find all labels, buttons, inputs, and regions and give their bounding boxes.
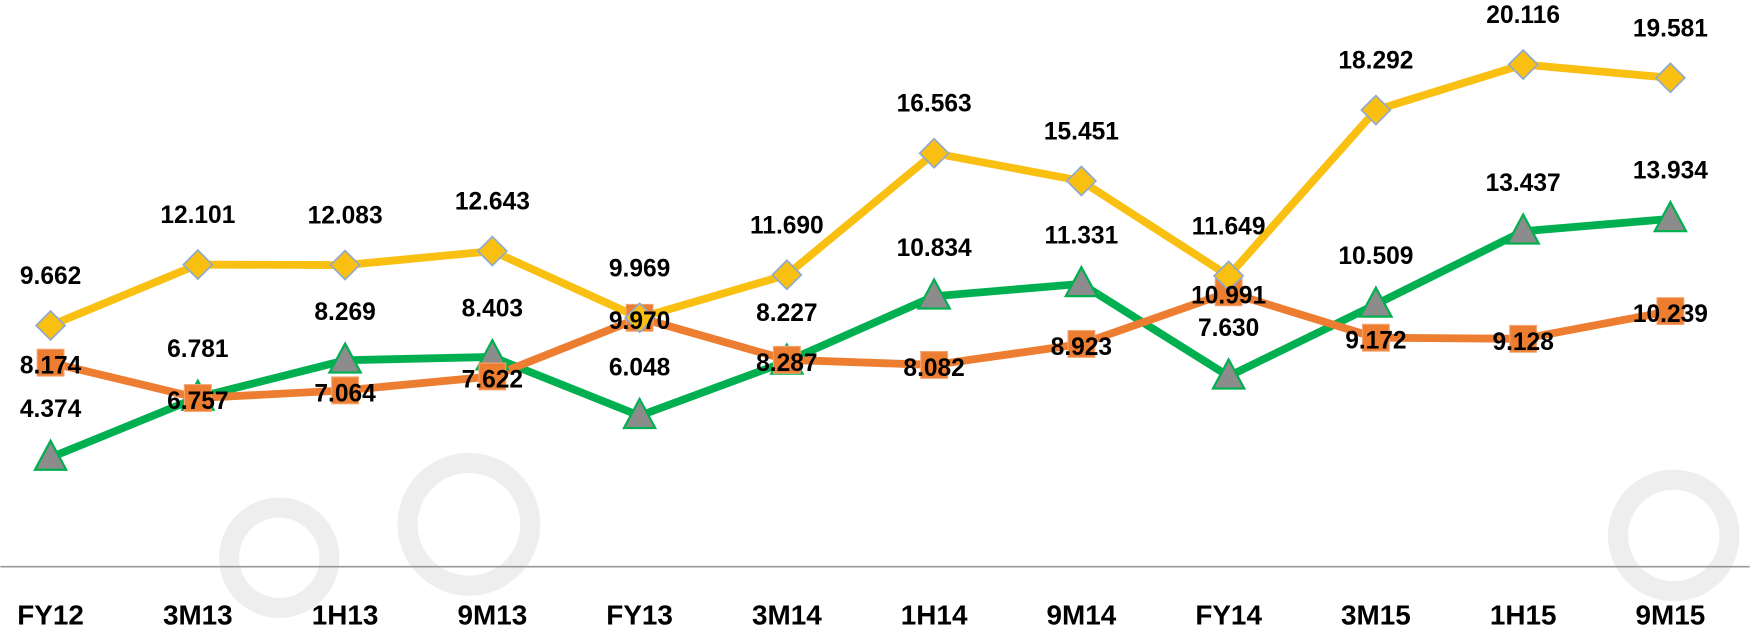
x-tick-label: 3M15 bbox=[1341, 599, 1411, 630]
marker bbox=[918, 137, 950, 169]
value-label: 12.101 bbox=[160, 202, 235, 229]
value-label: 8.174 bbox=[20, 353, 82, 380]
value-label: 7.064 bbox=[314, 380, 376, 407]
value-label: 10.834 bbox=[897, 235, 972, 262]
value-label: 15.451 bbox=[1044, 118, 1119, 145]
marker bbox=[1361, 323, 1390, 352]
x-tick-label: 1H14 bbox=[901, 599, 968, 630]
series-line bbox=[49, 288, 1672, 402]
value-label: 8.287 bbox=[756, 350, 817, 377]
value-label: 8.403 bbox=[462, 296, 523, 323]
marker bbox=[1652, 199, 1688, 233]
marker bbox=[1507, 48, 1539, 81]
value-label: 18.292 bbox=[1338, 48, 1413, 75]
x-tick-label: 1H13 bbox=[312, 599, 379, 630]
value-label: 9.128 bbox=[1492, 329, 1553, 356]
value-label: 11.690 bbox=[750, 212, 824, 239]
value-label: 4.374 bbox=[20, 396, 82, 423]
marker bbox=[1654, 62, 1687, 94]
value-label: 6.048 bbox=[609, 354, 670, 381]
marker bbox=[772, 345, 801, 374]
value-label: 11.649 bbox=[1192, 213, 1266, 240]
marker bbox=[33, 438, 69, 471]
value-label: 8.269 bbox=[314, 299, 375, 326]
value-label: 11.331 bbox=[1045, 222, 1119, 249]
x-tick-label: 3M13 bbox=[163, 599, 233, 630]
marker bbox=[1656, 297, 1685, 326]
value-label: 13.437 bbox=[1486, 170, 1561, 197]
marker bbox=[1505, 212, 1541, 245]
marker bbox=[331, 376, 360, 405]
x-tick-label: 9M14 bbox=[1047, 599, 1117, 630]
marker bbox=[1358, 285, 1394, 318]
value-label: 8.082 bbox=[903, 355, 964, 382]
value-label: 13.934 bbox=[1633, 157, 1708, 184]
value-label: 8.923 bbox=[1051, 334, 1112, 361]
marker bbox=[920, 351, 949, 379]
value-label: 7.622 bbox=[462, 366, 523, 393]
series-line bbox=[49, 214, 1671, 462]
x-tick-label: 9M13 bbox=[457, 599, 527, 630]
marker bbox=[1360, 94, 1392, 126]
value-label: 9.662 bbox=[20, 263, 81, 290]
marker bbox=[1065, 165, 1098, 197]
marker bbox=[478, 362, 507, 391]
x-tick-label: FY14 bbox=[1195, 599, 1262, 630]
marker bbox=[622, 396, 658, 430]
value-label: 9.172 bbox=[1345, 328, 1406, 355]
value-label: 10.991 bbox=[1191, 282, 1266, 309]
x-tick-label: FY13 bbox=[606, 599, 673, 630]
marker bbox=[183, 384, 212, 412]
x-tick-label: FY12 bbox=[17, 599, 84, 630]
marker bbox=[623, 302, 656, 334]
marker bbox=[327, 341, 363, 374]
value-label: 12.083 bbox=[308, 203, 383, 230]
value-label: 16.563 bbox=[897, 91, 972, 118]
marker bbox=[36, 348, 65, 377]
value-label: 10.239 bbox=[1633, 301, 1708, 328]
marker bbox=[476, 235, 509, 267]
marker bbox=[1509, 324, 1538, 353]
marker bbox=[1067, 330, 1096, 358]
background-ornament bbox=[219, 452, 1740, 619]
marker bbox=[1063, 264, 1099, 298]
value-label: 9.969 bbox=[609, 255, 670, 282]
x-tick-label: 9M15 bbox=[1636, 599, 1706, 630]
value-label: 7.630 bbox=[1198, 315, 1259, 342]
value-label: 20.116 bbox=[1486, 2, 1560, 29]
marker bbox=[329, 249, 361, 281]
x-tick-label: 3M14 bbox=[752, 599, 822, 630]
marker bbox=[771, 259, 803, 291]
marker bbox=[34, 309, 67, 342]
marker bbox=[916, 277, 952, 310]
marker bbox=[182, 248, 214, 281]
value-label: 9.970 bbox=[609, 308, 670, 335]
value-label: 6.757 bbox=[167, 388, 228, 415]
value-label: 8.227 bbox=[756, 300, 817, 327]
value-label: 12.643 bbox=[455, 189, 530, 216]
marker bbox=[1211, 357, 1247, 390]
x-tick-label: 1H15 bbox=[1490, 599, 1557, 630]
series-line bbox=[49, 60, 1671, 330]
value-label: 6.781 bbox=[167, 336, 228, 363]
value-label: 19.581 bbox=[1633, 15, 1708, 42]
marker bbox=[1212, 260, 1245, 292]
value-label: 10.509 bbox=[1338, 243, 1413, 270]
